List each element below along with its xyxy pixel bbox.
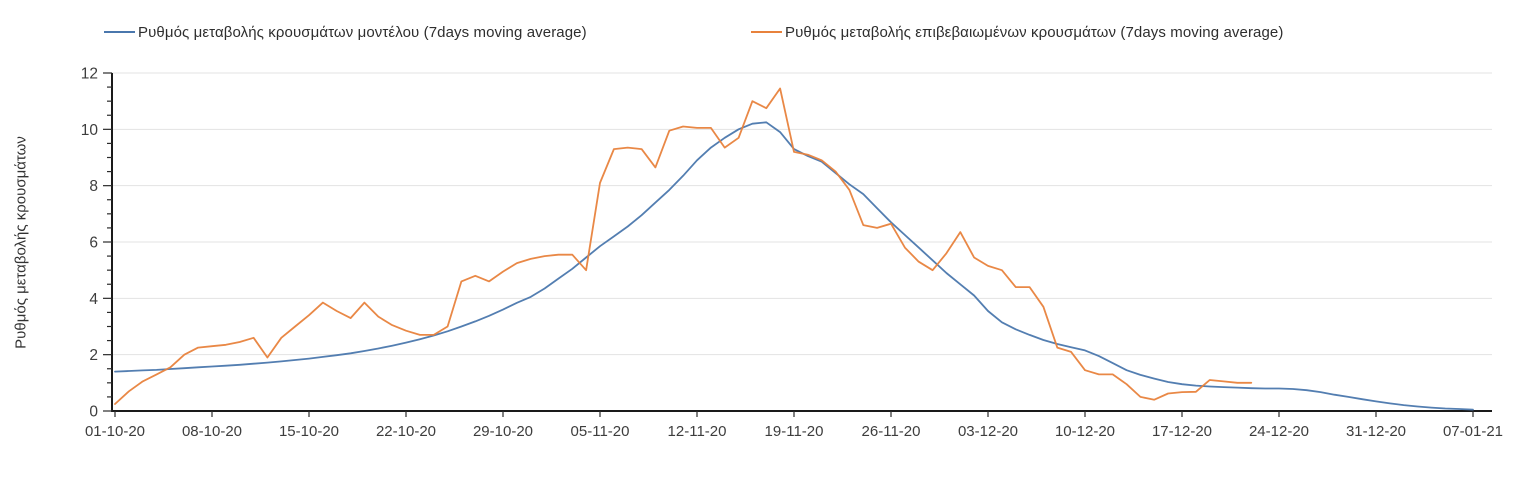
y-tick-label: 2	[89, 347, 98, 364]
y-tick-label: 0	[89, 404, 98, 421]
legend-line-model-icon	[104, 31, 135, 33]
y-tick-label: 6	[89, 235, 98, 252]
legend-item-confirmed[interactable]: Ρυθμός μεταβολής επιβεβαιωμένων κρουσμάτ…	[751, 22, 1283, 42]
x-tick-label: 03-12-20	[958, 423, 1018, 440]
x-tick-label: 29-10-20	[473, 423, 533, 440]
x-tick-label: 10-12-20	[1055, 423, 1115, 440]
legend-line-confirmed-icon	[751, 31, 782, 33]
x-tick-label: 26-11-20	[862, 423, 921, 440]
x-tick-label: 31-12-20	[1346, 423, 1406, 440]
x-tick-label: 17-12-20	[1152, 423, 1212, 440]
legend-item-model[interactable]: Ρυθμός μεταβολής κρουσμάτων μοντέλου (7d…	[104, 22, 587, 42]
x-tick-label: 07-01-21	[1443, 423, 1503, 440]
x-tick-label: 08-10-20	[182, 423, 242, 440]
legend-label-confirmed: Ρυθμός μεταβολής επιβεβαιωμένων κρουσμάτ…	[785, 23, 1284, 41]
x-tick-label: 01-10-20	[85, 423, 145, 440]
x-tick-label: 19-11-20	[765, 423, 824, 440]
x-tick-label: 24-12-20	[1249, 423, 1309, 440]
y-tick-label: 8	[89, 178, 98, 195]
x-tick-label: 15-10-20	[279, 423, 339, 440]
y-tick-label: 4	[89, 291, 98, 308]
y-tick-label: 12	[81, 66, 98, 83]
legend-label-model: Ρυθμός μεταβολής κρουσμάτων μοντέλου (7d…	[138, 23, 587, 41]
y-tick-label: 10	[81, 122, 99, 139]
x-tick-label: 22-10-20	[376, 423, 436, 440]
series-line-confirmed	[114, 87, 1253, 405]
x-tick-label: 05-11-20	[571, 423, 630, 440]
series-line-model	[114, 121, 1474, 411]
x-tick-label: 12-11-20	[668, 423, 727, 440]
y-axis-title: Ρυθμός μεταβολής κρουσμάτων	[12, 136, 30, 349]
